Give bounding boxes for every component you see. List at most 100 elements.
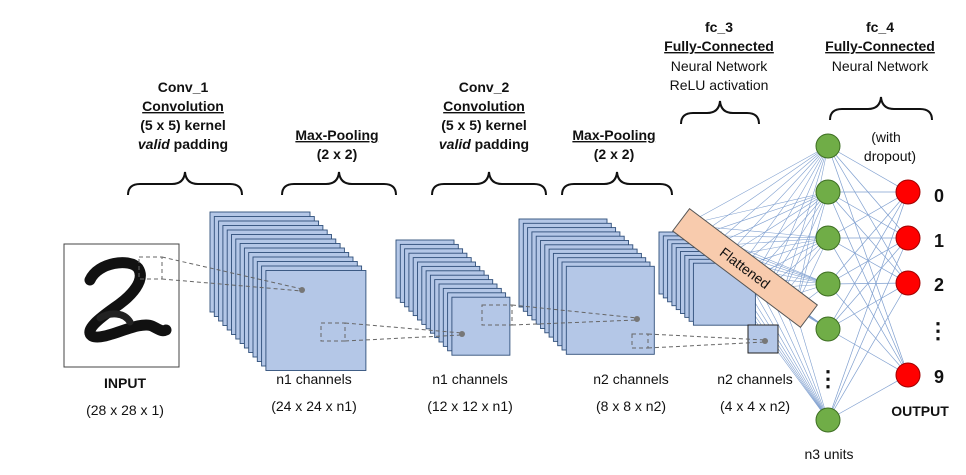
- feature-map: [451, 296, 511, 356]
- digit-two-image: [84, 257, 172, 343]
- conv1-name: Conv_1: [158, 79, 209, 95]
- pool1-brace: [281, 171, 397, 196]
- fc3-header: fc_3 Fully-Connected Neural Network ReLU…: [664, 19, 774, 93]
- output-label: OUTPUT: [891, 403, 949, 419]
- flatten-to-hidden-connection: [726, 191, 829, 257]
- hidden-ellipsis: ⋮: [817, 366, 839, 391]
- feature-map: [265, 270, 367, 371]
- conv1-header: Conv_1 Convolution (5 x 5) kernel valid …: [138, 79, 228, 152]
- fc4-note1: (with: [871, 129, 901, 145]
- pool2-header: Max-Pooling (2 x 2): [572, 127, 655, 162]
- conv2-header: Conv_2 Convolution (5 x 5) kernel valid …: [439, 79, 529, 152]
- output-digit-0: 0: [934, 186, 944, 206]
- fc4-desc1: Neural Network: [832, 58, 929, 74]
- hidden-unit-node: [815, 316, 841, 342]
- hidden-to-output-connection: [827, 237, 909, 421]
- hidden-to-output-connection: [827, 191, 909, 421]
- flatten-to-hidden-connection: [739, 191, 829, 268]
- projection-lines: [161, 256, 766, 349]
- hidden-to-output-connection: [827, 191, 909, 330]
- output-ellipsis: ⋮: [927, 318, 949, 343]
- fc3-type: Fully-Connected: [664, 38, 774, 54]
- hidden-unit-node: [815, 225, 841, 251]
- pool1-size: (2 x 2): [317, 146, 357, 162]
- flatten-to-hidden-connection: [684, 191, 829, 226]
- output-digit-1: 1: [934, 231, 944, 251]
- conv2-kernel: (5 x 5) kernel: [441, 117, 527, 133]
- hidden-unit-node: [815, 133, 841, 159]
- hidden-to-output-connection: [827, 145, 909, 284]
- conv2-padding: valid padding: [439, 136, 529, 152]
- pool2-channels: n2 channels: [717, 371, 793, 387]
- fc4-note2: dropout): [864, 148, 916, 164]
- hidden-to-output-connection: [827, 191, 909, 285]
- hidden-unit-node: [815, 179, 841, 205]
- flatten-to-hidden-connection: [767, 191, 829, 289]
- flatten-to-hidden-connection: [712, 145, 829, 247]
- conv2-op: Convolution: [443, 98, 525, 114]
- output-digit-labels: 0 1 2 9 ⋮ ⋮: [817, 186, 949, 391]
- conv1-padding: valid padding: [138, 136, 228, 152]
- output-unit-node: [895, 225, 921, 251]
- flatten-to-hidden-connection: [780, 191, 829, 299]
- flatten-to-hidden-connection: [767, 145, 829, 289]
- input-image: [63, 243, 180, 368]
- conv1-channels: n1 channels: [276, 371, 352, 387]
- conv2-dims: (8 x 8 x n2): [596, 398, 666, 414]
- flatten-to-hidden-connection: [739, 145, 829, 268]
- fc3-brace: [680, 100, 760, 125]
- conv1-op: Convolution: [142, 98, 224, 114]
- pool2-size: (2 x 2): [594, 146, 634, 162]
- output-unit-node: [895, 362, 921, 388]
- pool1-dims: (12 x 12 x n1): [427, 398, 513, 414]
- flatten-to-hidden-connection: [698, 145, 829, 236]
- hidden-to-output-connection: [827, 237, 909, 330]
- fc3-name: fc_3: [705, 19, 733, 35]
- output-unit-node: [895, 270, 921, 296]
- pool1-channels: n1 channels: [432, 371, 508, 387]
- pool1-header: Max-Pooling (2 x 2): [295, 127, 378, 162]
- output-digit-9: 9: [934, 367, 944, 387]
- flatten-to-hidden-connection: [684, 145, 829, 226]
- layer-braces: [127, 96, 933, 196]
- hidden-to-output-connection: [827, 145, 909, 193]
- hidden-unit-node: [815, 407, 841, 433]
- input-dims: (28 x 28 x 1): [86, 402, 164, 418]
- conv2-channels: n2 channels: [593, 371, 669, 387]
- projection-dots: [299, 287, 768, 344]
- pool2-dims: (4 x 4 x n2): [720, 398, 790, 414]
- flatten-to-hidden-connection: [794, 191, 829, 310]
- flatten-to-hidden-connection: [726, 145, 829, 257]
- flatten-to-hidden-connection: [753, 145, 829, 278]
- fc3-hidden-units: [815, 133, 841, 433]
- conv2-feature-maps: [518, 218, 655, 355]
- input-name: INPUT: [104, 375, 146, 391]
- conv1-dims: (24 x 24 x n1): [271, 398, 357, 414]
- fc4-name: fc_4: [866, 19, 894, 35]
- conv2-brace: [431, 171, 547, 196]
- pool2-name: Max-Pooling: [572, 127, 655, 143]
- feature-map: [565, 265, 655, 355]
- fc4-brace: [829, 96, 933, 121]
- pool1-name: Max-Pooling: [295, 127, 378, 143]
- fc3-desc1: Neural Network: [671, 58, 768, 74]
- fc4-header: fc_4 Fully-Connected Neural Network (wit…: [825, 19, 935, 164]
- output-units: [895, 179, 921, 388]
- flatten-to-hidden-connection: [794, 145, 829, 310]
- conv1-kernel: (5 x 5) kernel: [140, 117, 226, 133]
- output-unit-node: [895, 179, 921, 205]
- flatten-to-hidden-connection: [780, 145, 829, 299]
- output-digit-2: 2: [934, 275, 944, 295]
- conv1-brace: [127, 171, 243, 196]
- flatten-to-hidden-connection: [712, 191, 829, 247]
- hidden-unit-node: [815, 271, 841, 297]
- footer-labels: INPUT (28 x 28 x 1) n1 channels (24 x 24…: [86, 371, 949, 462]
- hidden-to-output-connection: [827, 282, 909, 421]
- input-receptive-field: [138, 256, 163, 280]
- hidden-to-output-connection: [827, 374, 909, 421]
- conv2-name: Conv_2: [459, 79, 510, 95]
- flatten-to-hidden-connection: [698, 191, 829, 236]
- fc3-units: n3 units: [804, 446, 853, 462]
